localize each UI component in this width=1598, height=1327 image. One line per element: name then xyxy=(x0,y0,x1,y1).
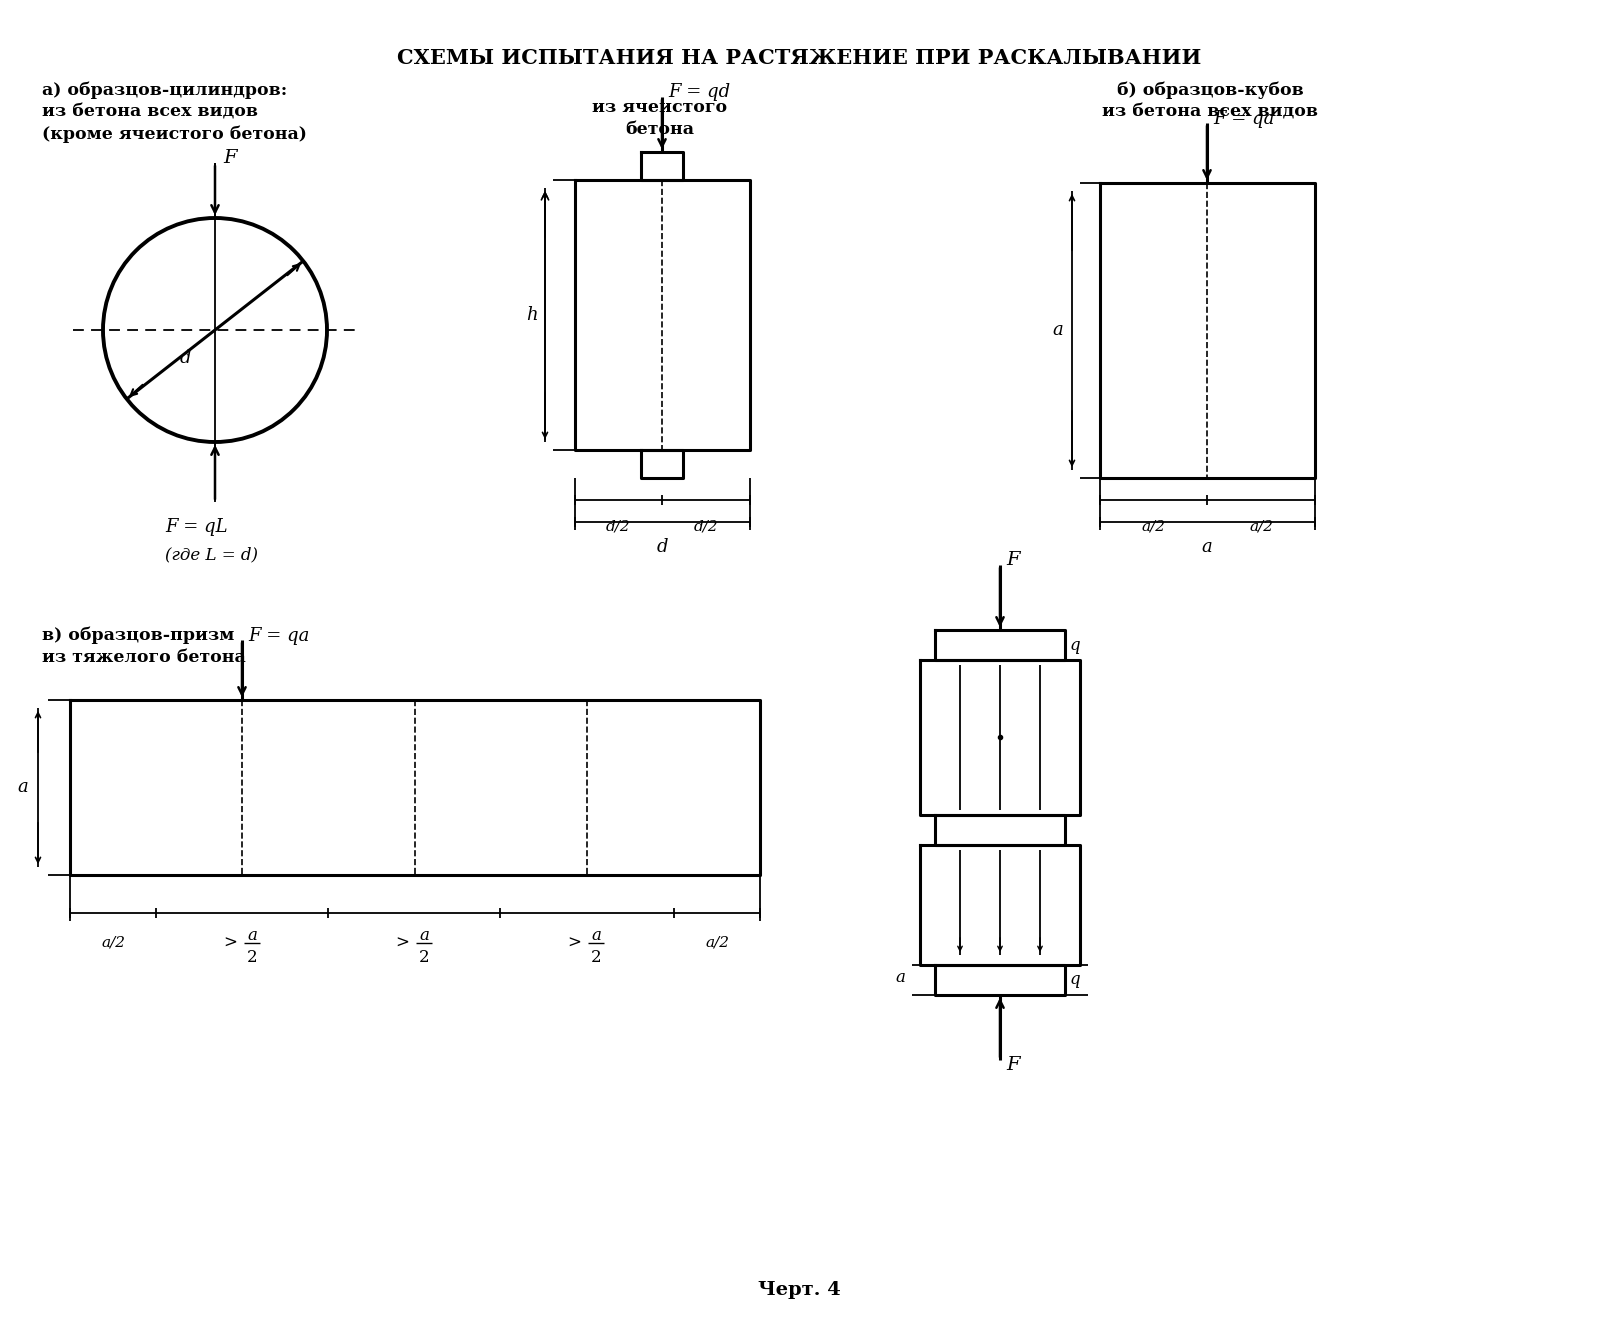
Text: F = qd: F = qd xyxy=(668,84,730,101)
Text: a: a xyxy=(895,969,904,986)
Text: a/2: a/2 xyxy=(705,936,729,950)
Text: 2: 2 xyxy=(591,950,601,966)
Text: Черт. 4: Черт. 4 xyxy=(757,1281,841,1299)
Text: a/2: a/2 xyxy=(1141,519,1165,533)
Text: 2: 2 xyxy=(246,950,257,966)
Text: q: q xyxy=(1071,971,1080,989)
Text: d/2: d/2 xyxy=(606,519,630,533)
Text: d/2: d/2 xyxy=(694,519,719,533)
Text: (кроме ячеистого бетона): (кроме ячеистого бетона) xyxy=(42,125,307,143)
Text: из тяжелого бетона: из тяжелого бетона xyxy=(42,649,246,666)
Text: a/2: a/2 xyxy=(101,936,125,950)
Text: F = qL: F = qL xyxy=(165,518,227,536)
Text: СХЕМЫ ИСПЫТАНИЯ НА РАСТЯЖЕНИЕ ПРИ РАСКАЛЫВАНИИ: СХЕМЫ ИСПЫТАНИЯ НА РАСТЯЖЕНИЕ ПРИ РАСКАЛ… xyxy=(396,48,1202,68)
Text: q: q xyxy=(1071,637,1080,653)
Text: >: > xyxy=(395,934,409,951)
Text: F = qa: F = qa xyxy=(1213,110,1274,127)
Text: в) образцов-призм: в) образцов-призм xyxy=(42,626,235,644)
Text: F = qa: F = qa xyxy=(248,626,310,645)
Text: d: d xyxy=(179,349,190,368)
Text: a: a xyxy=(1202,537,1213,556)
Text: из бетона всех видов: из бетона всех видов xyxy=(42,104,257,121)
Text: 2: 2 xyxy=(419,950,430,966)
Text: a/2: a/2 xyxy=(1250,519,1274,533)
Text: >: > xyxy=(567,934,582,951)
Text: (где L = d): (где L = d) xyxy=(165,547,257,564)
Text: из бетона всех видов: из бетона всех видов xyxy=(1103,104,1318,121)
Text: F: F xyxy=(1007,1056,1020,1074)
Text: a: a xyxy=(591,926,601,943)
Text: >: > xyxy=(224,934,237,951)
Text: а) образцов-цилиндров:: а) образцов-цилиндров: xyxy=(42,81,288,98)
Text: a: a xyxy=(1053,321,1063,338)
Text: a: a xyxy=(18,778,29,796)
Text: d: d xyxy=(657,537,668,556)
Text: a: a xyxy=(248,926,257,943)
Text: h: h xyxy=(526,307,539,324)
Text: б) образцов-кубов: б) образцов-кубов xyxy=(1117,81,1304,98)
Text: F: F xyxy=(224,149,237,167)
Text: F: F xyxy=(1007,551,1020,569)
Text: бетона: бетона xyxy=(625,122,695,138)
Text: a: a xyxy=(419,926,428,943)
Text: из ячеистого: из ячеистого xyxy=(593,100,727,117)
